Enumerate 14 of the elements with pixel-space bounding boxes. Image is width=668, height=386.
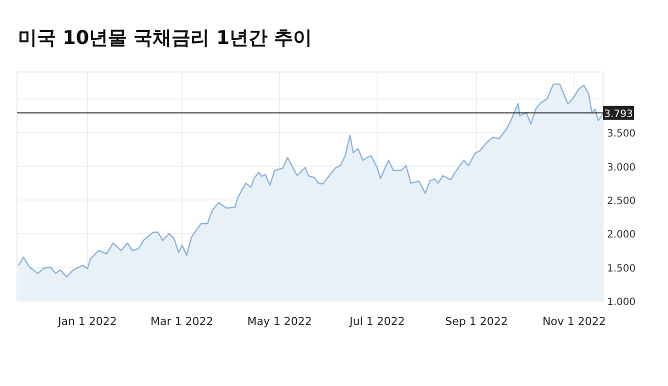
x-tick-label: May 1 2022 — [247, 315, 312, 328]
y-tick-label: 2.500 — [607, 196, 636, 207]
x-tick-label: Jan 1 2022 — [56, 315, 117, 328]
x-tick-label: Mar 1 2022 — [150, 315, 214, 328]
y-tick-label: 1.500 — [607, 263, 636, 274]
title: 미국 10년물 국채금리 1년간 추이 — [18, 27, 312, 49]
ref-line-label: 3.793 — [604, 108, 633, 120]
y-tick-label: 3.500 — [607, 128, 636, 140]
y-tick-label: 3.000 — [607, 162, 636, 174]
x-tick-label: Jul 1 2022 — [348, 315, 405, 328]
x-tick-label: Nov 1 2022 — [542, 315, 606, 328]
y-tick-label: 2.000 — [607, 230, 636, 241]
x-tick-label: Sep 1 2022 — [445, 315, 508, 328]
y-tick-label: 1.000 — [607, 297, 636, 308]
